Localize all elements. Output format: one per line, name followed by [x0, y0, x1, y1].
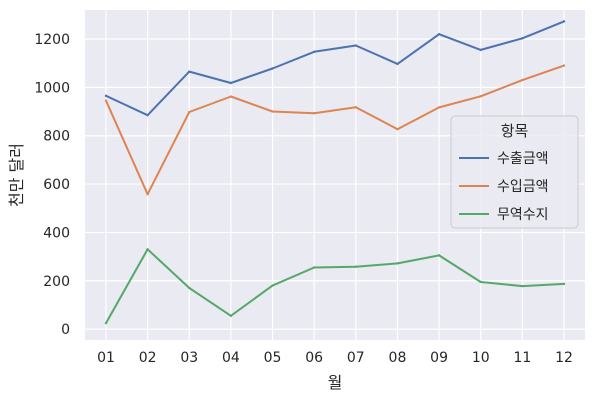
x-axis-title: 월: [328, 373, 343, 392]
data-point: [271, 110, 274, 113]
series-lines: [104, 20, 566, 325]
x-tick-label: 11: [513, 350, 531, 366]
data-point: [188, 286, 191, 290]
legend-box: [450, 115, 579, 229]
y-tick-label: 1000: [34, 80, 70, 96]
series-line-3: [105, 248, 565, 325]
data-point: [229, 95, 233, 98]
data-point: [479, 280, 482, 284]
x-tick-label: 06: [305, 350, 323, 366]
data-point: [146, 113, 149, 117]
data-point: [396, 127, 399, 131]
data-point: [188, 110, 191, 114]
legend-title: 항목: [501, 122, 529, 140]
legend-entry-label: 수입금액: [497, 179, 549, 195]
y-axis-title: 천만 달러: [7, 143, 26, 207]
data-point: [104, 321, 108, 325]
data-point: [271, 284, 274, 287]
legend-entry-label: 수출금액: [497, 151, 549, 167]
data-point: [104, 99, 108, 102]
data-point: [312, 50, 316, 54]
data-point: [354, 44, 358, 47]
data-point: [479, 48, 482, 52]
data-point: [562, 282, 566, 286]
data-point: [271, 67, 274, 70]
data-point: [312, 266, 316, 269]
data-point: [562, 64, 566, 67]
y-tick-label: 800: [43, 129, 70, 145]
x-tick-label: 05: [264, 350, 282, 366]
y-tick-label: 1200: [34, 32, 70, 48]
data-point: [521, 78, 524, 82]
x-tick-label: 01: [97, 350, 115, 366]
y-tick-label: 600: [43, 177, 70, 193]
x-tick-label: 04: [222, 350, 240, 366]
data-point: [312, 112, 316, 115]
y-tick-label: 200: [43, 274, 70, 290]
x-tick-label: 09: [430, 350, 448, 366]
data-point: [437, 106, 441, 109]
series-line-1: [105, 20, 565, 117]
data-point: [396, 62, 399, 66]
data-point: [146, 248, 149, 251]
data-point: [229, 81, 233, 85]
x-tick-label: 07: [347, 350, 365, 366]
x-tick-label: 12: [555, 350, 573, 366]
data-point: [437, 254, 441, 257]
data-point: [146, 193, 149, 196]
x-axis-ticks: 01 02 03 04 05 06 07 08 09 10 11 12: [97, 350, 573, 366]
y-tick-label: 400: [43, 225, 70, 241]
x-tick-label: 03: [180, 350, 198, 366]
data-point: [479, 95, 482, 98]
y-axis-ticks: 0 200 400 600 800 1000 1200: [34, 32, 70, 338]
data-point: [104, 94, 108, 98]
data-point: [562, 20, 566, 23]
series-line-2: [105, 64, 565, 196]
data-point: [437, 32, 441, 36]
y-tick-label: 0: [61, 322, 70, 338]
data-point: [354, 105, 358, 109]
data-point: [521, 284, 524, 288]
legend-entry-label: 무역수지: [497, 207, 549, 223]
data-point: [188, 70, 191, 73]
x-tick-label: 10: [472, 350, 490, 366]
x-tick-label: 08: [389, 350, 407, 366]
data-point: [396, 262, 399, 265]
data-point: [229, 314, 233, 318]
x-tick-label: 02: [139, 350, 157, 366]
data-point: [521, 37, 524, 40]
data-point: [354, 265, 358, 268]
